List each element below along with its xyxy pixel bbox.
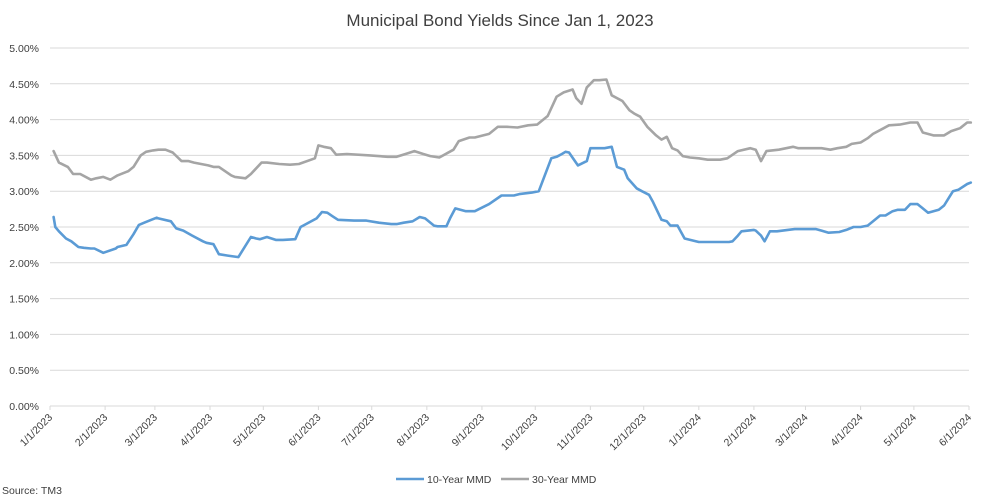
x-axis: 1/1/2023 2/1/2023 3/1/2023 4/1/2023 5/1/2023… [18, 406, 974, 453]
x-tick-label: 4/1/2023 [178, 412, 215, 449]
y-tick-label: 3.00% [9, 186, 39, 198]
x-tick-label: 1/1/2023 [18, 412, 55, 449]
series-line-30-year-mmd [52, 78, 973, 181]
y-tick-label: 1.00% [9, 329, 39, 341]
x-tick-label: 1/1/2024 [667, 412, 704, 449]
x-tick-label: 8/1/2023 [395, 412, 432, 449]
legend-label-10-year-mmd: 10-Year MMD [427, 474, 492, 486]
legend-label-30-year-mmd: 30-Year MMD [532, 474, 597, 486]
x-tick-label: 6/1/2023 [286, 412, 323, 449]
y-tick-label: 3.50% [9, 150, 39, 162]
chart-title: Municipal Bond Yields Since Jan 1, 2023 [346, 11, 653, 30]
x-tick-label: 10/1/2023 [499, 412, 541, 454]
y-tick-label: 2.00% [9, 258, 39, 270]
y-axis: 0.00% 0.50% 1.00% 1.50% 2.00% 2.50% 3.00% 3.50%… [9, 43, 39, 413]
x-tick-label: 9/1/2023 [450, 412, 487, 449]
x-tick-label: 2/1/2024 [722, 412, 759, 449]
y-tick-label: 5.00% [9, 43, 39, 55]
x-tick-label: 7/1/2023 [339, 412, 376, 449]
y-tick-label: 2.50% [9, 222, 39, 234]
plot-area [52, 78, 973, 259]
x-tick-label: 4/1/2024 [828, 412, 865, 449]
y-tick-label: 0.00% [9, 401, 39, 413]
gridlines [50, 47, 969, 407]
y-tick-label: 4.00% [9, 115, 39, 127]
x-tick-label: 5/1/2024 [882, 412, 919, 449]
x-tick-label: 3/1/2024 [773, 412, 810, 449]
y-tick-label: 0.50% [9, 365, 39, 377]
source-note: Source: TM3 [2, 485, 62, 497]
legend: 10-Year MMD 30-Year MMD [396, 474, 597, 486]
x-tick-label: 2/1/2023 [73, 412, 110, 449]
x-tick-label: 11/1/2023 [555, 412, 596, 453]
x-tick-label: 5/1/2023 [231, 412, 268, 449]
y-tick-label: 4.50% [9, 79, 39, 91]
y-tick-label: 1.50% [9, 294, 39, 306]
x-tick-label: 3/1/2023 [123, 412, 160, 449]
series-line-10-year-mmd [52, 145, 973, 259]
x-tick-label: 12/1/2023 [607, 412, 649, 454]
x-tick-label: 6/1/2024 [937, 412, 974, 449]
